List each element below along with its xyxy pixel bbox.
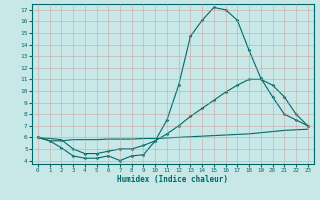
X-axis label: Humidex (Indice chaleur): Humidex (Indice chaleur): [117, 175, 228, 184]
